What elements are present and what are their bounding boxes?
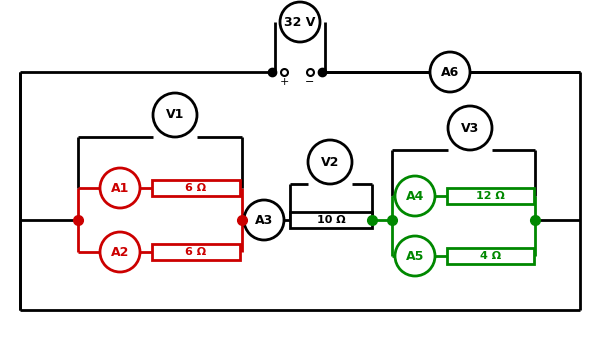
- Text: A1: A1: [111, 182, 129, 194]
- Circle shape: [100, 232, 140, 272]
- Text: 6 Ω: 6 Ω: [185, 183, 206, 193]
- Text: 6 Ω: 6 Ω: [185, 247, 206, 257]
- FancyBboxPatch shape: [447, 248, 534, 264]
- Text: 12 Ω: 12 Ω: [476, 191, 505, 201]
- Circle shape: [395, 176, 435, 216]
- Text: V2: V2: [321, 155, 339, 169]
- Text: A2: A2: [111, 245, 129, 259]
- Circle shape: [280, 2, 320, 42]
- Circle shape: [395, 236, 435, 276]
- Text: +: +: [280, 77, 289, 87]
- FancyBboxPatch shape: [447, 188, 534, 204]
- Text: A6: A6: [441, 66, 459, 78]
- Text: A5: A5: [406, 249, 424, 263]
- Text: −: −: [305, 77, 314, 87]
- Circle shape: [430, 52, 470, 92]
- Text: 10 Ω: 10 Ω: [317, 215, 346, 225]
- Text: 4 Ω: 4 Ω: [480, 251, 501, 261]
- FancyBboxPatch shape: [152, 180, 240, 196]
- Circle shape: [100, 168, 140, 208]
- FancyBboxPatch shape: [152, 244, 240, 260]
- Circle shape: [153, 93, 197, 137]
- Text: V1: V1: [166, 108, 184, 121]
- FancyBboxPatch shape: [290, 212, 372, 228]
- Text: V3: V3: [461, 121, 479, 135]
- Text: A3: A3: [255, 214, 273, 226]
- Text: 32 V: 32 V: [284, 16, 316, 28]
- Circle shape: [448, 106, 492, 150]
- Circle shape: [308, 140, 352, 184]
- Circle shape: [244, 200, 284, 240]
- Text: A4: A4: [406, 190, 424, 202]
